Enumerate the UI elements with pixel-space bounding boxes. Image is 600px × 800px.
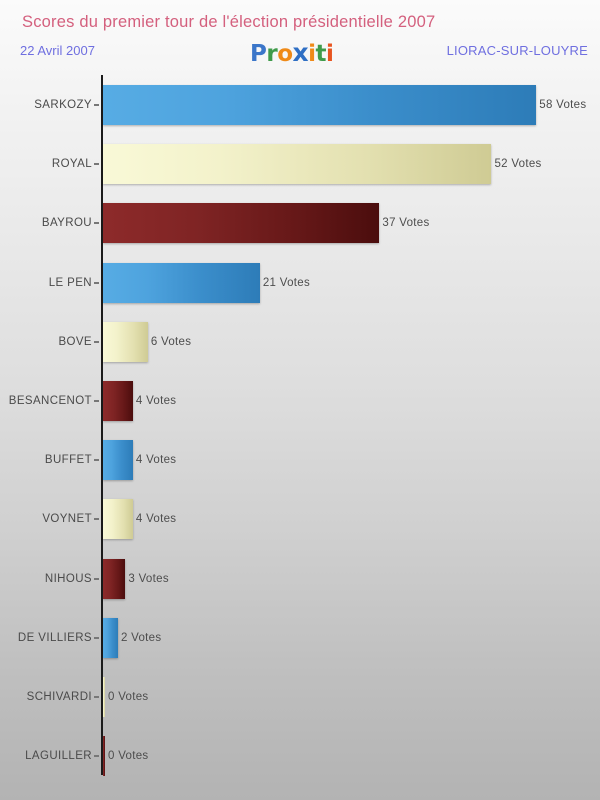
bar-row: SCHIVARDI 0 Votes: [0, 677, 600, 717]
axis-tick: [94, 340, 99, 343]
bar[interactable]: [103, 558, 126, 599]
axis-tick: [94, 577, 99, 580]
logo-letter-p: P: [250, 41, 267, 67]
bar-value-label: 0 Votes: [108, 750, 149, 763]
page-title: Scores du premier tour de l'élection pré…: [22, 13, 436, 31]
axis-tick: [94, 636, 99, 639]
bar-category-label: BESANCENOT: [8, 395, 92, 407]
axis-tick: [94, 518, 99, 521]
bar-row: BAYROU 37 Votes: [0, 203, 600, 244]
bar-row: BOVE 6 Votes: [0, 321, 600, 362]
proxiti-logo[interactable]: Proxiti: [250, 38, 334, 67]
bar-category-label: LAGUILLER: [25, 750, 92, 763]
bar-value-label: 4 Votes: [135, 395, 177, 407]
bar-row: SARKOZY 58 Votes: [0, 85, 600, 125]
logo-letter-t: t: [315, 41, 327, 67]
bar[interactable]: [103, 499, 133, 540]
y-axis-line: [101, 75, 103, 775]
logo-letter-o: o: [277, 41, 293, 67]
bar[interactable]: [103, 381, 133, 421]
bar[interactable]: [103, 321, 148, 362]
axis-tick: [94, 281, 99, 284]
axis-tick: [94, 459, 99, 462]
bar[interactable]: [103, 262, 260, 303]
bar-row: BESANCENOT 4 Votes: [0, 381, 600, 421]
logo-letter-i-first: i: [308, 41, 316, 67]
election-date: 22 Avril 2007: [20, 43, 95, 58]
bar-value-label: 2 Votes: [120, 631, 162, 644]
axis-tick: [94, 696, 99, 698]
bar-row: ROYAL 52 Votes: [0, 144, 600, 185]
axis-tick: [94, 222, 99, 225]
bar-category-label: NIHOUS: [44, 572, 92, 585]
bar-category-label: SARKOZY: [34, 99, 92, 111]
bar-value-label: 58 Votes: [539, 99, 587, 111]
bar-row: DE VILLIERS 2 Votes: [0, 617, 600, 658]
commune-name: LIORAC-SUR-LOUYRE: [446, 43, 588, 58]
bar-value-label: 4 Votes: [135, 454, 177, 467]
bar-row: VOYNET 4 Votes: [0, 499, 600, 540]
logo-letter-r: r: [266, 41, 278, 67]
bar-category-label: ROYAL: [51, 158, 92, 171]
bar-row: NIHOUS 3 Votes: [0, 558, 600, 599]
bar-category-label: LE PEN: [48, 276, 92, 289]
bar-value-label: 52 Votes: [494, 158, 542, 171]
bar-category-label: BUFFET: [44, 454, 92, 467]
bar[interactable]: [103, 440, 133, 481]
bar-category-label: SCHIVARDI: [26, 691, 92, 703]
bar[interactable]: [103, 617, 118, 658]
logo-letter-i-second: i: [326, 41, 334, 67]
bar-row: LE PEN 21 Votes: [0, 262, 600, 303]
bar-row: BUFFET 4 Votes: [0, 440, 600, 481]
bar[interactable]: [103, 85, 537, 125]
bar-value-label: 4 Votes: [135, 513, 177, 526]
bar-value-label: 3 Votes: [128, 572, 169, 585]
axis-tick: [94, 163, 99, 166]
axis-tick: [94, 400, 99, 402]
bar-value-label: 37 Votes: [382, 217, 430, 230]
bar[interactable]: [103, 677, 105, 717]
axis-tick: [94, 755, 99, 758]
bar-category-label: VOYNET: [42, 513, 92, 526]
bar-value-label: 21 Votes: [262, 276, 311, 289]
bar-value-label: 0 Votes: [108, 691, 149, 703]
axis-tick: [94, 104, 99, 106]
bar[interactable]: [103, 203, 380, 244]
bar-category-label: DE VILLIERS: [17, 631, 92, 644]
bar-category-label: BOVE: [58, 335, 92, 348]
bar-value-label: 6 Votes: [150, 335, 192, 348]
bar-category-label: BAYROU: [41, 217, 92, 230]
bar[interactable]: [103, 736, 105, 777]
bar[interactable]: [103, 144, 492, 185]
bar-row: LAGUILLER 0 Votes: [0, 736, 600, 777]
logo-letter-x: x: [292, 38, 309, 67]
